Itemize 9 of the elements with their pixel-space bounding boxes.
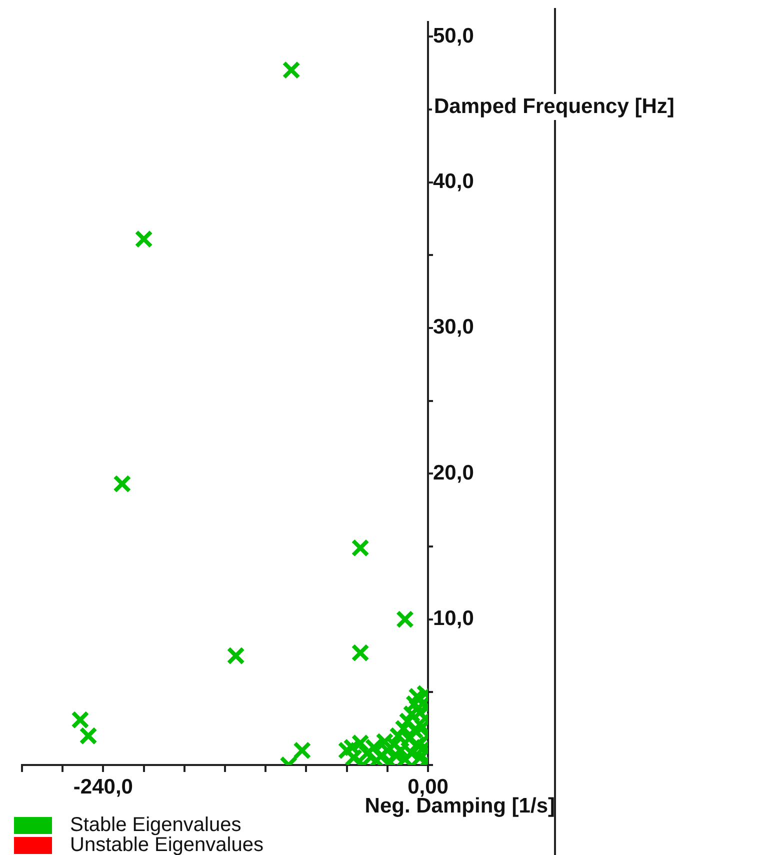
y-tick-label: 50,0 xyxy=(433,24,474,48)
y-tick-label: 20,0 xyxy=(433,461,474,484)
legend-label: Stable Eigenvalues xyxy=(70,814,242,836)
x-tick-label: -240,0 xyxy=(73,775,133,798)
y-tick-label: 10,0 xyxy=(433,607,474,630)
y-axis-title: Damped Frequency [Hz] xyxy=(434,94,674,118)
y-tick-label: 40,0 xyxy=(433,170,474,194)
x-tick-label: 0,00 xyxy=(408,775,448,798)
y-tick-label: 30,0 xyxy=(433,316,474,339)
